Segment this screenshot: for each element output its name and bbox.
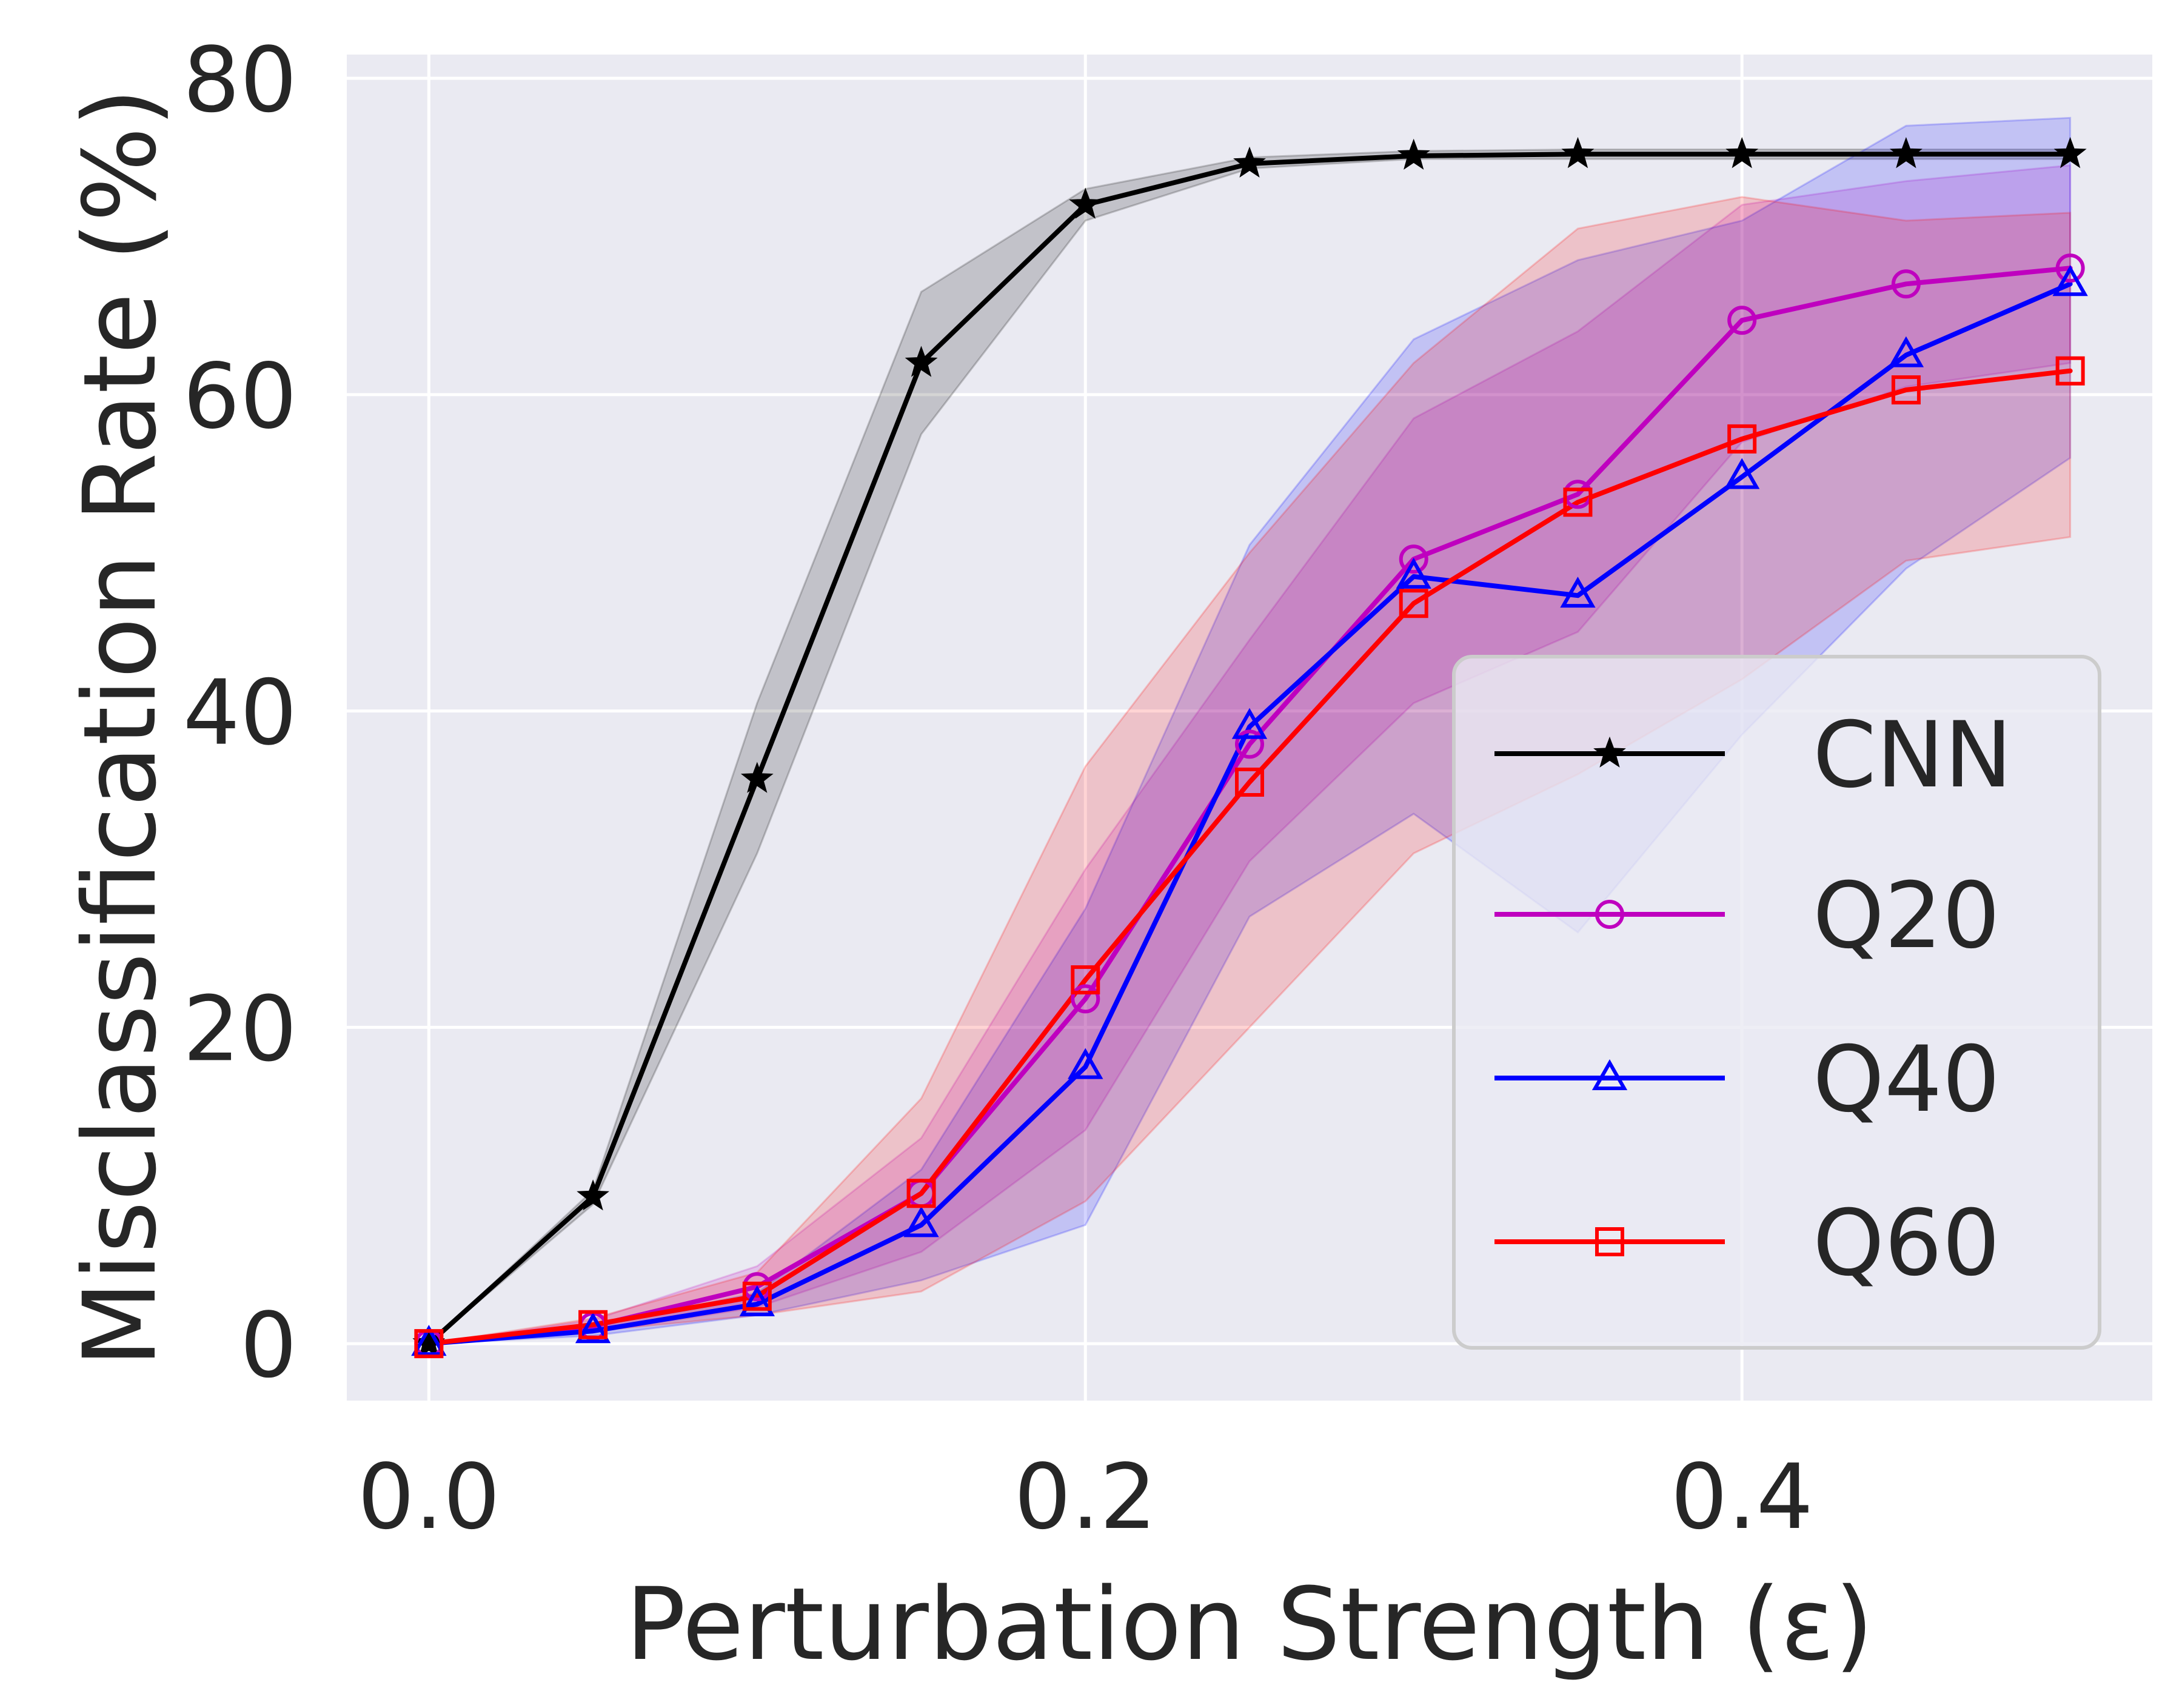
data-point-cnn xyxy=(1069,187,1102,219)
data-point-cnn xyxy=(2053,136,2087,169)
data-point-q40 xyxy=(1068,1048,1103,1079)
data-point-cnn xyxy=(1397,138,1430,170)
data-point-q40 xyxy=(1724,458,1760,489)
y-tick-label: 0 xyxy=(240,1293,297,1398)
legend-label-cnn: CNN xyxy=(1813,703,2012,808)
data-point-q20 xyxy=(1891,269,1921,299)
data-point-q60 xyxy=(1399,589,1428,618)
data-point-q40 xyxy=(2052,265,2088,296)
data-point-q40 xyxy=(1231,708,1268,739)
legend-label-q60: Q60 xyxy=(1813,1191,2000,1296)
legend-marker-q60 xyxy=(1595,1227,1624,1256)
data-point-q60 xyxy=(742,1281,772,1311)
series-line-q20 xyxy=(426,266,2073,1347)
y-tick-label: 60 xyxy=(183,344,297,449)
series-line-q40 xyxy=(426,281,2073,1347)
legend-label-q20: Q20 xyxy=(1813,863,2000,969)
data-point-q60 xyxy=(2055,356,2085,386)
data-point-cnn xyxy=(740,762,774,793)
data-point-q40 xyxy=(1560,577,1596,608)
data-point-q20 xyxy=(1399,544,1428,574)
data-point-q40 xyxy=(575,1312,611,1344)
legend-marker-q40 xyxy=(1591,1059,1628,1090)
x-tick-label: 0.0 xyxy=(358,1445,500,1549)
data-point-cnn xyxy=(1233,146,1266,178)
data-point-cnn xyxy=(1889,136,1923,169)
data-point-q20 xyxy=(1235,729,1264,759)
y-tick-label: 20 xyxy=(183,977,297,1081)
data-point-q40 xyxy=(739,1285,775,1316)
data-point-q20 xyxy=(2055,253,2085,283)
legend-label-q40: Q40 xyxy=(1813,1027,2000,1133)
legend-marker-cnn xyxy=(1593,736,1626,768)
legend-marker-q20 xyxy=(1595,900,1624,929)
data-point-q60 xyxy=(1071,965,1100,995)
data-point-cnn xyxy=(1561,136,1595,169)
data-point-cnn xyxy=(577,1179,610,1211)
data-point-cnn xyxy=(905,346,938,377)
data-point-q60 xyxy=(1891,375,1921,405)
legend-frame xyxy=(1452,655,2101,1350)
data-point-q40 xyxy=(1396,557,1431,589)
data-point-q60 xyxy=(1235,768,1264,797)
data-point-q60 xyxy=(578,1310,608,1339)
series-markers xyxy=(411,136,2088,1359)
series-line-q60 xyxy=(426,368,2073,1347)
data-point-q40 xyxy=(411,1325,447,1356)
y-tick-label: 80 xyxy=(183,28,297,132)
y-tick-label: 40 xyxy=(183,661,297,765)
y-tick-labels: 0 20 40 60 80 xyxy=(183,28,297,1398)
x-axis-label: Perturbation Strength (ε) xyxy=(626,1566,1874,1683)
x-tick-label: 0.2 xyxy=(1014,1445,1157,1549)
data-point-q60 xyxy=(1727,424,1757,454)
data-point-q60 xyxy=(414,1329,444,1359)
x-tick-label: 0.4 xyxy=(1670,1445,1813,1549)
data-point-q20 xyxy=(1727,306,1757,335)
x-tick-labels: 0.0 0.2 0.4 xyxy=(358,1445,1813,1549)
confidence-band-q20 xyxy=(429,164,2072,1345)
legend-entries: CNN Q20 Q40 Q60 xyxy=(1494,703,2012,1296)
y-axis-label: Misclassification Rate (%) xyxy=(62,88,178,1367)
data-point-q60 xyxy=(906,1179,936,1208)
data-point-q20 xyxy=(1071,984,1100,1014)
legend: CNN Q20 Q40 Q60 xyxy=(1452,655,2101,1350)
data-point-q40 xyxy=(903,1206,939,1237)
data-point-q60 xyxy=(1563,487,1593,517)
data-point-q40 xyxy=(1888,336,1924,367)
data-point-cnn xyxy=(1725,136,1759,169)
series-lines xyxy=(426,152,2073,1347)
